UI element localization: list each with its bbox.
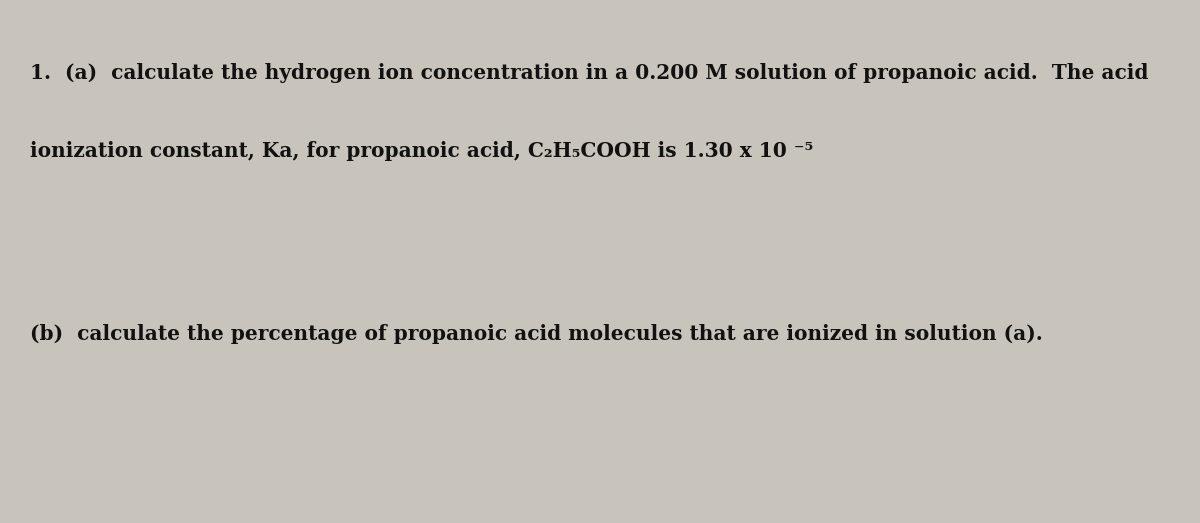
Text: ionization constant, Ka, for propanoic acid, C₂H₅COOH is 1.30 x 10 ⁻⁵: ionization constant, Ka, for propanoic a… (30, 141, 814, 161)
Text: (b)  calculate the percentage of propanoic acid molecules that are ionized in so: (b) calculate the percentage of propanoi… (30, 324, 1043, 344)
Text: 1.  (a)  calculate the hydrogen ion concentration in a 0.200 M solution of propa: 1. (a) calculate the hydrogen ion concen… (30, 63, 1148, 83)
